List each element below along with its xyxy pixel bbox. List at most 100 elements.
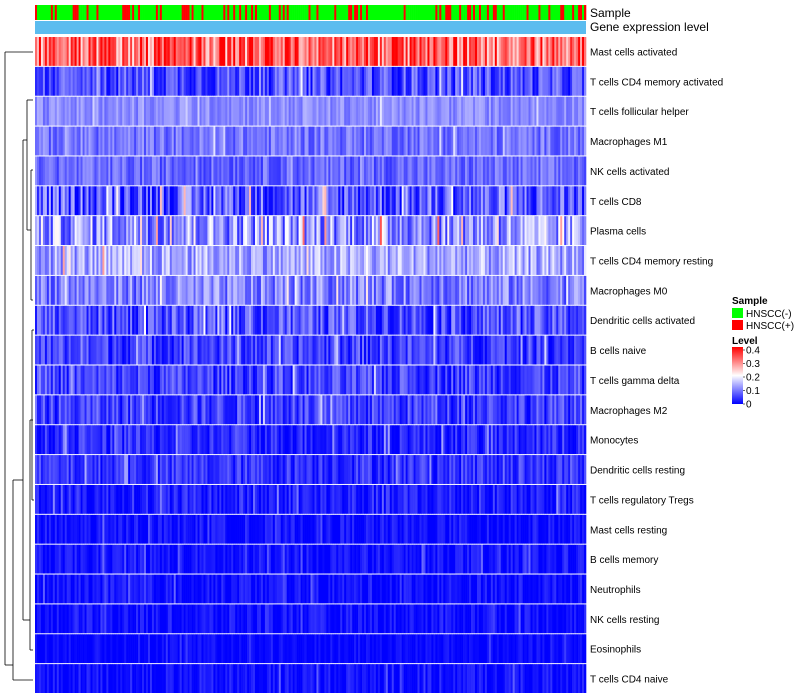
heatmap-cell — [417, 37, 420, 66]
heatmap-cell — [395, 425, 399, 455]
heatmap-cell — [36, 216, 40, 246]
heatmap-cell — [274, 66, 278, 96]
heatmap-cell — [179, 216, 182, 246]
heatmap-cell — [427, 425, 430, 455]
sample-cell — [292, 5, 295, 20]
heatmap-cell — [138, 305, 141, 335]
heatmap-cell — [476, 455, 480, 484]
heatmap-cell — [66, 395, 69, 425]
heatmap-cell — [542, 335, 545, 365]
sample-cell — [441, 5, 444, 20]
sample-cell — [138, 5, 141, 20]
heatmap-cell — [332, 275, 335, 305]
heatmap-cell — [397, 484, 400, 514]
heatmap-cell — [510, 455, 513, 484]
heatmap-cell — [550, 395, 553, 425]
heatmap-cell — [201, 514, 204, 544]
heatmap-cell — [502, 305, 506, 335]
heatmap-cell — [371, 455, 375, 484]
heatmap-cell — [417, 514, 420, 544]
heatmap-cell — [136, 514, 139, 544]
heatmap-cell — [342, 246, 345, 275]
heatmap-cell — [369, 66, 373, 96]
heatmap-cell — [120, 126, 123, 156]
heatmap-cell — [74, 246, 77, 275]
heatmap-cell — [490, 37, 494, 66]
heatmap-cell — [352, 246, 355, 275]
heatmap-cell — [46, 305, 50, 335]
heatmap-cell — [193, 37, 196, 66]
heatmap-cell — [312, 395, 315, 425]
heatmap-cell — [260, 66, 264, 96]
heatmap-cell — [391, 425, 395, 455]
heatmap-cell — [191, 365, 194, 395]
sample-cell — [469, 5, 472, 20]
heatmap-cell — [94, 275, 97, 305]
heatmap-cell — [570, 66, 573, 96]
heatmap-cell — [574, 395, 577, 425]
heatmap-cell — [480, 365, 484, 395]
heatmap-cell — [471, 484, 474, 514]
heatmap-cell — [134, 275, 137, 305]
heatmap-cell — [369, 246, 373, 275]
heatmap-cell — [435, 305, 438, 335]
heatmap-cell — [478, 275, 482, 305]
heatmap-cell — [488, 365, 492, 395]
heatmap-cell — [276, 156, 280, 186]
heatmap-cell — [276, 514, 280, 544]
heatmap-cell — [439, 275, 442, 305]
heatmap-cell — [484, 365, 488, 395]
heatmap-cell — [48, 66, 52, 96]
heatmap-cell — [86, 216, 89, 246]
heatmap-cell — [298, 275, 301, 305]
heatmap-cell — [42, 186, 46, 216]
heatmap-cell — [399, 126, 402, 156]
heatmap-cell — [35, 335, 38, 365]
heatmap-cell — [36, 37, 40, 66]
sample-cell — [369, 5, 373, 20]
sample-cell — [149, 5, 153, 20]
heatmap-cell — [251, 425, 254, 455]
sample-cell — [552, 5, 555, 20]
heatmap-cell — [556, 246, 559, 275]
heatmap-cell — [387, 275, 391, 305]
heatmap-cell — [233, 96, 236, 126]
heatmap-cell — [258, 514, 262, 544]
heatmap-cell — [62, 365, 66, 395]
heatmap-cell — [419, 335, 422, 365]
heatmap-cell — [191, 66, 194, 96]
heatmap-cell — [324, 246, 327, 275]
heatmap-cell — [78, 335, 81, 365]
heatmap-cell — [322, 455, 325, 484]
heatmap-cell — [195, 37, 198, 66]
sample-cell — [98, 5, 101, 20]
heatmap-cell — [213, 156, 216, 186]
heatmap-cell — [332, 365, 335, 395]
heatmap-cell — [256, 514, 260, 544]
sample-cell — [197, 5, 200, 20]
heatmap-cell — [362, 66, 365, 96]
sample-cell — [280, 5, 284, 20]
heatmap-cell — [504, 305, 508, 335]
heatmap-cell — [502, 126, 506, 156]
heatmap-cell — [356, 395, 359, 425]
heatmap-cell — [461, 335, 464, 365]
heatmap-cell — [453, 275, 456, 305]
heatmap-cell — [564, 365, 567, 395]
heatmap-cell — [540, 335, 543, 365]
heatmap-cell — [362, 156, 365, 186]
heatmap-cell — [173, 37, 177, 66]
heatmap-cell — [251, 186, 254, 216]
heatmap-cell — [159, 37, 163, 66]
heatmap-cell — [199, 335, 202, 365]
heatmap-cell — [207, 156, 210, 186]
heatmap-cell — [243, 395, 246, 425]
heatmap-cell — [72, 395, 75, 425]
heatmap-cell — [255, 305, 258, 335]
heatmap-cell — [346, 275, 349, 305]
heatmap-cell — [296, 186, 299, 216]
heatmap-cell — [195, 275, 198, 305]
sample-cell — [241, 5, 244, 20]
heatmap-cell — [48, 425, 52, 455]
heatmap-cell — [314, 425, 317, 455]
